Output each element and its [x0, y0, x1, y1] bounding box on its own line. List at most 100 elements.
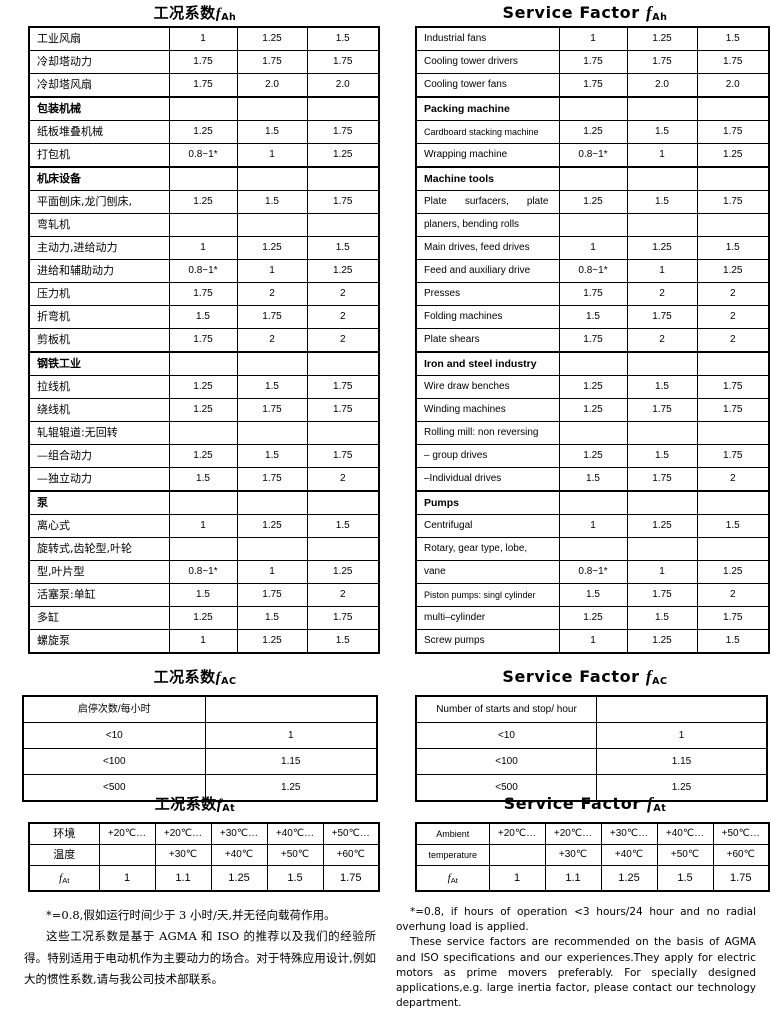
table-row: Piston pumps: singl cylinder 1.5 1.75 2	[415, 583, 770, 607]
spacer-cell	[168, 166, 238, 191]
row-value: 1.25	[558, 190, 628, 214]
spacer-cell	[306, 490, 380, 515]
fac-symbol-cn: f	[215, 670, 222, 686]
row-value: 0.8~1*	[558, 143, 628, 168]
spacer-cell	[696, 96, 770, 121]
row-value: 1.25	[558, 120, 628, 144]
table-row: Cardboard stacking machine 1.25 1.5 1.75	[415, 120, 770, 144]
row-value: 1.75	[558, 328, 628, 353]
footnotes-cn: *=0.8,假如运行时间少于 3 小时/天,并无径向载荷作用。 这些工况系数是基…	[24, 905, 376, 990]
section-heading-row: Packing machine	[415, 96, 770, 121]
table-row: 进给和辅助动力 0.8~1* 1 1.25	[28, 259, 380, 283]
table-row: Wire draw benches 1.25 1.5 1.75	[415, 375, 770, 399]
row-label: —独立动力	[28, 467, 170, 492]
fac-symbol-en: f	[645, 667, 653, 686]
row-value: 1.25	[168, 190, 238, 214]
row-value: 2	[236, 328, 308, 353]
row-value: 1.5	[168, 467, 238, 492]
row-value: 1.75	[168, 282, 238, 306]
temp-range-top: +40℃…	[656, 822, 714, 845]
row-value: 1.5	[236, 190, 308, 214]
factor-value: 1.5	[266, 865, 324, 892]
row-label: Screw pumps	[415, 629, 560, 654]
row-value: 1.25	[306, 560, 380, 584]
row-value	[168, 537, 238, 561]
row-value: 2	[696, 328, 770, 353]
temp-range-bottom: +60℃	[712, 844, 770, 866]
table-row: <500 1.25	[22, 774, 378, 802]
row-label: Cardboard stacking machine	[415, 120, 560, 144]
row-value: 1	[168, 514, 238, 538]
table-row: Rolling mill: non reversing	[415, 421, 770, 445]
ambient-label-line1: Ambient	[415, 822, 490, 845]
row-value: 1.75	[306, 50, 380, 74]
table-row: 多缸 1.25 1.5 1.75	[28, 606, 380, 630]
row-value: 1.5	[558, 305, 628, 329]
table-row: Main drives, feed drives 1 1.25 1.5	[415, 236, 770, 260]
row-label: 活塞泵:单缸	[28, 583, 170, 607]
row-value: 2	[306, 328, 380, 353]
row-value: 2	[306, 305, 380, 329]
temp-range-bottom: +50℃	[266, 844, 324, 866]
table-row: <10 1	[415, 722, 768, 749]
table-header-row: Number of starts and stop/ hour	[415, 695, 768, 723]
table-row: <500 1.25	[415, 774, 768, 802]
temp-range-top: +50℃…	[712, 822, 770, 845]
row-value: 1.25	[558, 375, 628, 399]
row-value: 1.5	[558, 467, 628, 492]
factor-subscript: At	[450, 875, 458, 885]
row-value: 1.75	[236, 398, 308, 422]
row-value: 1.25	[236, 26, 308, 51]
row-value: 1	[626, 560, 698, 584]
fah-title-cn-text: 工况系数	[153, 4, 216, 22]
temp-range-top: +50℃…	[322, 822, 380, 845]
fah-title-cn: 工况系数fAh	[0, 4, 390, 23]
row-value: 1.5	[168, 305, 238, 329]
section-heading-row: Machine tools	[415, 166, 770, 191]
temp-range-top: +30℃…	[210, 822, 268, 845]
table-row: Plate surfacers, plate 1.25 1.5 1.75	[415, 190, 770, 214]
table-row: 剪板机 1.75 2 2	[28, 328, 380, 353]
row-value: 1.75	[626, 583, 698, 607]
row-value: 1	[236, 143, 308, 168]
temp-range-top: +20℃…	[488, 822, 546, 845]
temp-range-bottom: +50℃	[656, 844, 714, 866]
table-row: 工业风扇 1 1.25 1.5	[28, 26, 380, 51]
table-row: 弯轧机	[28, 213, 380, 237]
row-value: 1	[168, 236, 238, 260]
section-heading-row: 包装机械	[28, 96, 380, 121]
factor-value: 1.75	[712, 865, 770, 892]
table-row: 旋转式,齿轮型,叶轮	[28, 537, 380, 561]
row-value: 1.25	[558, 444, 628, 468]
table-row: <10 1	[22, 722, 378, 749]
row-label: Presses	[415, 282, 560, 306]
row-label: 拉线机	[28, 375, 170, 399]
section-heading: 机床设备	[28, 166, 170, 191]
row-label: 纸板堆叠机械	[28, 120, 170, 144]
temp-range-top: +20℃…	[98, 822, 156, 845]
row-value: 0.8~1*	[558, 560, 628, 584]
table-row: Feed and auxiliary drive 0.8~1* 1 1.25	[415, 259, 770, 283]
spacer-cell	[696, 351, 770, 376]
footnotes-en: *=0.8, if hours of operation <3 hours/24…	[396, 905, 756, 1012]
row-value: 1.25	[168, 398, 238, 422]
row-label: <10	[22, 722, 206, 749]
row-value: 1.5	[558, 583, 628, 607]
row-label: Main drives, feed drives	[415, 236, 560, 260]
section-heading-row: Pumps	[415, 490, 770, 515]
table-row: 离心式 1 1.25 1.5	[28, 514, 380, 538]
row-value: 2	[626, 328, 698, 353]
fah-symbol-en: f	[645, 3, 653, 22]
row-value: 1.25	[558, 606, 628, 630]
table-row: Industrial fans 1 1.25 1.5	[415, 26, 770, 51]
row-value	[558, 213, 628, 237]
row-value: 1	[236, 259, 308, 283]
row-value: 1.75	[306, 190, 380, 214]
row-label: – group drives	[415, 444, 560, 468]
section-heading: Iron and steel industry	[415, 351, 560, 376]
fat-subscript-cn: At	[222, 803, 236, 814]
row-value: 1.25	[626, 629, 698, 654]
section-heading: 钢铁工业	[28, 351, 170, 376]
row-value: 1.75	[696, 120, 770, 144]
table-row: 压力机 1.75 2 2	[28, 282, 380, 306]
